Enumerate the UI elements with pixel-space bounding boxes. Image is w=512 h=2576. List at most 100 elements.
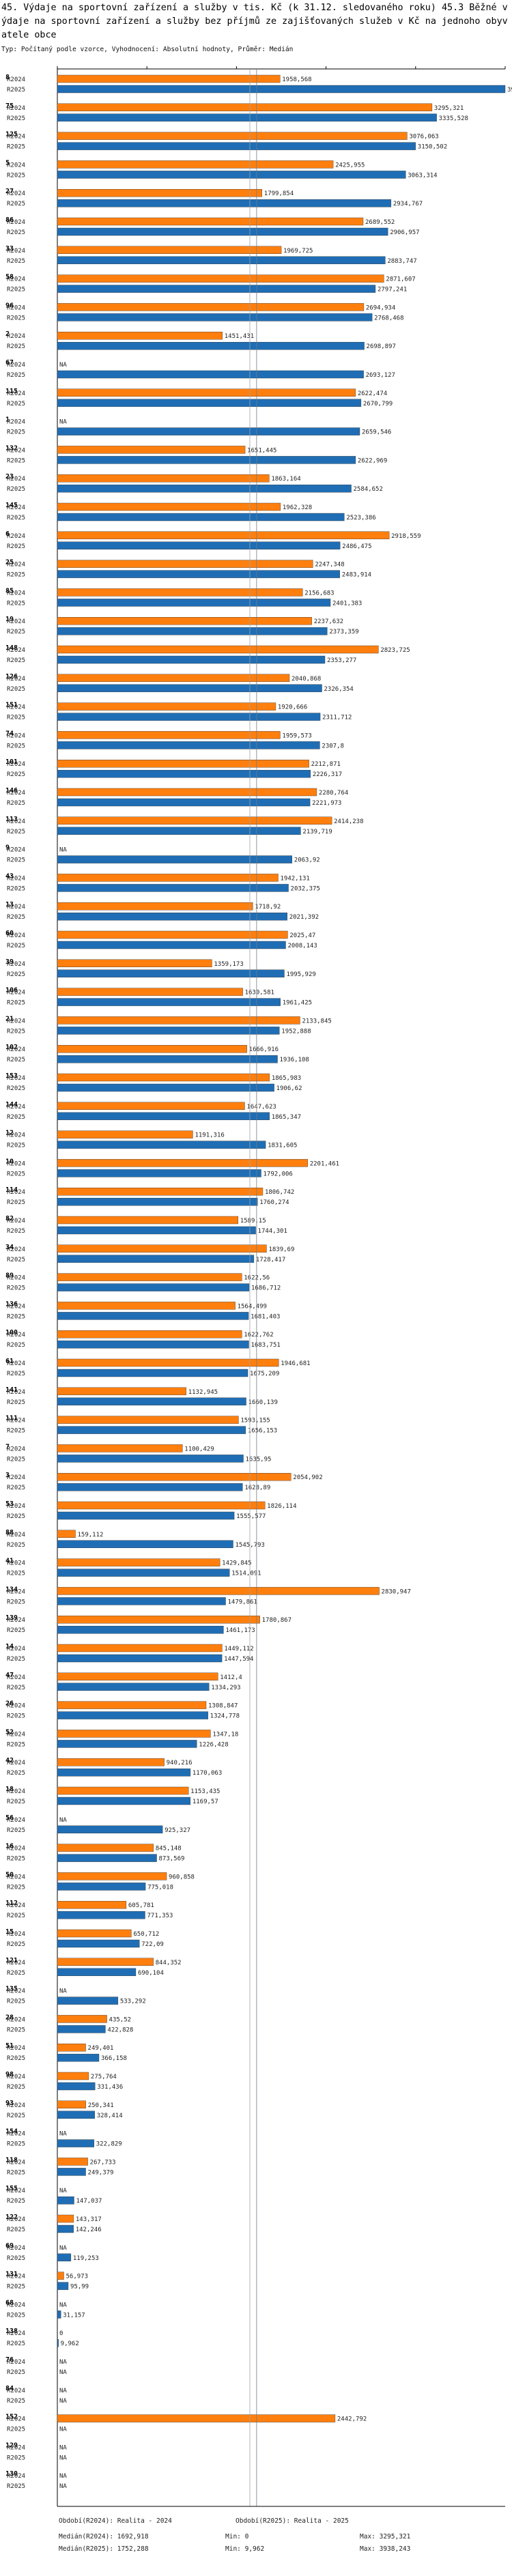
series-label: R2024 [7,1788,25,1795]
bar-2024 [57,332,223,340]
series-label: R2025 [7,1057,25,1063]
group-label: 146 [5,787,18,795]
series-label: R2025 [7,172,25,179]
value-label: 2689,552 [365,219,395,226]
value-label: 2032,375 [291,885,320,892]
value-label: 1514,091 [231,1571,261,1577]
bar-2025 [57,541,341,549]
group-label: 47 [5,1672,14,1679]
group-label: 125 [5,131,18,139]
bar-2025 [57,827,301,835]
bar-2025 [57,1226,256,1235]
value-label: 2622,969 [358,457,387,464]
series-label: R2024 [7,504,25,511]
series-label: R2025 [7,1485,25,1491]
bar-2024 [57,246,282,254]
value-label: 2311,712 [322,715,352,721]
bar-2025 [57,1141,266,1149]
bar-2025 [57,570,340,578]
group-label: 101 [5,758,18,766]
bar-2024 [57,1330,242,1339]
value-label: 366,158 [101,2055,127,2062]
group-label: 39 [5,958,14,966]
value-label: 1334,293 [211,1685,240,1691]
value-label: 2918,559 [391,533,421,540]
value-label: 2442,792 [337,2416,367,2423]
bar-2025 [57,113,437,122]
bar-2025 [57,1112,270,1121]
series-label: R2024 [7,562,25,569]
na-label: NA [59,2302,67,2308]
series-label: R2025 [7,686,25,693]
value-label: 1461,173 [225,1627,255,1634]
value-label: 1100,429 [184,1446,214,1452]
series-label: R2024 [7,932,25,939]
value-label: 1429,845 [222,1560,251,1567]
bar-2024 [57,1530,76,1539]
value-label: 2486,475 [342,543,371,550]
series-label: R2024 [7,1418,25,1425]
bar-2025 [57,85,506,94]
group-label: 144 [5,1101,18,1108]
group-label: 102 [5,1044,18,1051]
group-label: 41 [5,1558,14,1565]
value-label: 1647,623 [246,1104,276,1111]
bar-2024 [57,759,309,768]
series-label: R2024 [7,1218,25,1225]
series-label: R2025 [7,1571,25,1577]
value-label: 2768,468 [374,315,403,321]
bar-2024 [57,645,379,654]
series-label: R2024 [7,1018,25,1025]
series-label: R2024 [7,76,25,83]
bar-2025 [57,1340,249,1349]
value-label: 2133,845 [302,1018,331,1025]
value-label: 1449,112 [224,1646,253,1652]
value-label: 2307,8 [322,743,344,749]
value-label: 1865,983 [272,1075,301,1082]
group-label: 118 [5,2156,18,2164]
series-label: R2024 [7,1874,25,1880]
bar-2025 [57,399,362,407]
value-label: 2906,957 [390,229,419,236]
value-label: 2237,632 [314,618,343,625]
series-label: R2024 [7,1902,25,1909]
value-label: 2353,277 [327,657,356,664]
bar-2025 [57,171,406,179]
series-label: R2025 [7,1685,25,1691]
value-label: 1324,778 [210,1713,240,1720]
value-label: 844,352 [156,1960,182,1966]
series-label: R2024 [7,162,25,169]
na-label: NA [59,1988,67,1995]
value-label: 2883,747 [387,258,416,265]
na-label: NA [59,2473,67,2480]
bar-2024 [57,2015,107,2023]
value-label: 56,973 [66,2274,88,2280]
bar-2025 [57,142,416,150]
bar-2024 [57,1786,189,1795]
value-label: 1792,006 [263,1171,292,1177]
series-label: R2024 [7,1760,25,1766]
group-label: 141 [5,1386,18,1394]
bar-2024 [57,2072,89,2080]
bar-2025 [57,1511,235,1520]
bar-2025 [57,2082,96,2091]
value-label: 1359,173 [214,961,243,968]
group-label: 115 [5,388,18,395]
bar-2025 [57,1569,230,1577]
group-label: 74 [5,730,14,737]
group-label: 82 [5,1215,14,1222]
value-label: 845,148 [156,1846,182,1852]
group-label: 3 [5,1472,10,1479]
series-label: R2024 [7,1104,25,1111]
series-label: R2025 [7,144,25,151]
series-label: R2024 [7,1474,25,1481]
group-label: 15 [5,1928,14,1936]
value-label: 1451,431 [225,333,254,340]
value-label: 533,292 [120,1999,146,2005]
bar-2025 [57,1797,191,1805]
group-label: 148 [5,644,18,652]
bar-2025 [57,998,281,1006]
group-label: 56 [5,1814,14,1822]
value-label: 1593,155 [240,1418,270,1425]
group-label: 131 [5,2271,18,2278]
